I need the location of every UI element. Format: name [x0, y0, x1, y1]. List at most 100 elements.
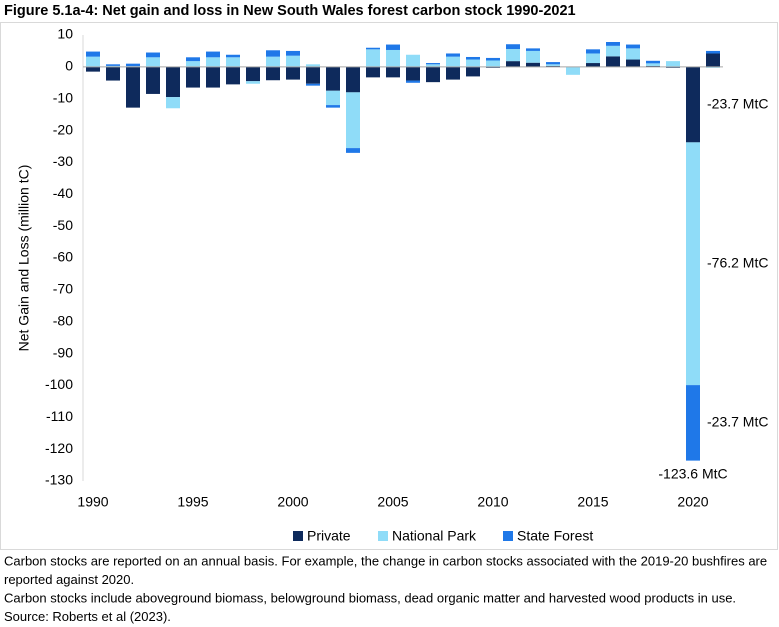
y-tick-label: -80: [53, 312, 73, 328]
bar-segment: [626, 44, 640, 49]
bar-segment: [686, 385, 700, 461]
bar-segment: [646, 63, 660, 66]
bar-segment: [466, 56, 480, 60]
bar-segment: [606, 45, 620, 57]
x-tick-label: 2005: [377, 494, 408, 510]
bar-segment: [426, 63, 440, 65]
bar-segment: [606, 42, 620, 46]
x-tick-label: 2000: [277, 494, 308, 510]
y-axis-label: Net Gain and Loss (million tC): [16, 165, 32, 352]
bar-segment: [406, 66, 420, 81]
bar-segment: [506, 49, 520, 62]
bar-segment: [286, 55, 300, 67]
bar-segment: [186, 66, 200, 88]
annotation: -23.7 MtC: [707, 414, 768, 430]
bar-segment: [86, 66, 100, 72]
bar-segment: [306, 64, 320, 67]
bar-segment: [346, 66, 360, 93]
bar-segment: [706, 53, 720, 67]
bar-segment: [426, 66, 440, 83]
chart-title: Figure 5.1a-4: Net gain and loss in New …: [4, 3, 576, 19]
bar-segment: [546, 64, 560, 66]
bar-segment: [206, 51, 220, 58]
annotation: -76.2 MtC: [707, 254, 768, 270]
bar-segment: [446, 66, 460, 80]
bar-segment: [446, 56, 460, 67]
legend-label: State Forest: [517, 528, 593, 544]
bar-segment: [646, 60, 660, 64]
bar-segment: [546, 62, 560, 65]
bar-segment: [666, 61, 680, 67]
bar-segment: [466, 59, 480, 67]
bar-segment: [226, 54, 240, 58]
bar-segment: [106, 64, 120, 66]
bar-segment: [266, 66, 280, 81]
bar-segment: [606, 56, 620, 67]
bar-segment: [686, 66, 700, 143]
bar-segment: [486, 57, 500, 61]
x-tick-label: 1995: [177, 494, 208, 510]
bar-segment: [526, 48, 540, 51]
bar-segment: [286, 50, 300, 56]
y-tick-label: -50: [53, 217, 73, 233]
bar-segment: [506, 44, 520, 50]
bar-segment: [626, 59, 640, 67]
bar-segment: [346, 92, 360, 149]
y-tick-label: 0: [65, 58, 73, 74]
bar-segment: [186, 57, 200, 62]
y-tick-label: -10: [53, 89, 73, 105]
bar-segment: [86, 56, 100, 67]
legend-label: Private: [307, 528, 351, 544]
bar-segment: [126, 66, 140, 108]
bar-segment: [146, 52, 160, 58]
bar-segment: [526, 62, 540, 67]
y-tick-label: -20: [53, 121, 73, 137]
bar-segment: [166, 97, 180, 109]
bar-segment: [326, 105, 340, 108]
bar-segment: [306, 83, 320, 86]
footnote: reported against 2020.: [4, 572, 134, 587]
legend-swatch: [378, 531, 388, 541]
bar-segment: [406, 80, 420, 83]
bar-segment: [186, 61, 200, 67]
bar-segment: [366, 66, 380, 78]
x-tick-label: 1990: [77, 494, 108, 510]
bar-segment: [346, 148, 360, 153]
bar-segment: [226, 66, 240, 85]
bar-segment: [586, 49, 600, 54]
y-tick-label: 10: [57, 26, 73, 42]
bar-segment: [246, 66, 260, 82]
bar-segment: [406, 54, 420, 67]
bar-segment: [326, 90, 340, 106]
y-tick-label: -100: [45, 376, 73, 392]
footnote: Source: Roberts et al (2023).: [4, 609, 171, 624]
annotation: -23.7 MtC: [707, 95, 768, 111]
bar-segment: [586, 63, 600, 67]
bar-segment: [326, 66, 340, 91]
bar-segment: [146, 57, 160, 67]
x-tick-label: 2020: [677, 494, 708, 510]
bar-segment: [446, 53, 460, 57]
legend-label: National Park: [392, 528, 477, 544]
y-tick-label: -130: [45, 472, 73, 488]
bar-segment: [86, 51, 100, 57]
bar-segment: [286, 66, 300, 80]
bar-segment: [386, 44, 400, 50]
bar-segment: [506, 61, 520, 67]
bar-segment: [206, 66, 220, 88]
bar-segment: [126, 63, 140, 67]
y-tick-label: -110: [46, 408, 73, 424]
bar-segment: [166, 66, 180, 98]
annotation: -123.6 MtC: [658, 465, 727, 481]
y-tick-label: -30: [53, 153, 73, 169]
bar-segment: [586, 53, 600, 64]
bar-segment: [226, 57, 240, 67]
bar-segment: [386, 49, 400, 67]
bar-segment: [466, 66, 480, 77]
bar-segment: [366, 49, 380, 67]
chart-border: [0, 22, 778, 550]
y-tick-label: -60: [53, 249, 73, 265]
bar-segment: [706, 50, 720, 54]
legend-swatch: [503, 531, 513, 541]
